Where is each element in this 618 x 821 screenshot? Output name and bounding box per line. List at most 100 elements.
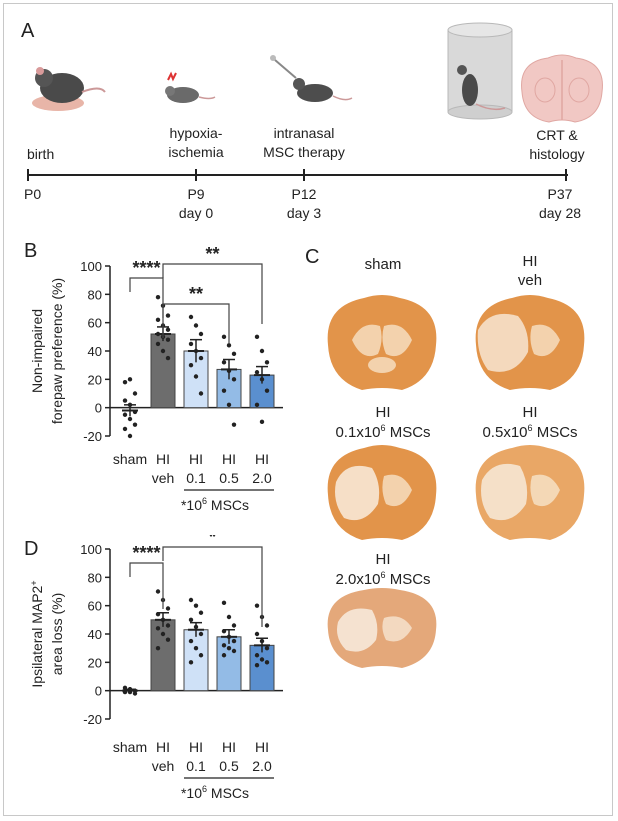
data-point: [221, 643, 227, 648]
unit-note-main: *10: [181, 785, 202, 801]
brain-label-01-2: 0.1x106 MSCs: [335, 423, 431, 441]
event-msc-line1: intranasal: [273, 125, 335, 141]
x-category-label: HI: [222, 451, 236, 467]
y-axis-label-line2: area loss (%): [49, 593, 65, 675]
data-point: [231, 648, 237, 654]
data-point: [188, 314, 194, 320]
data-point: [221, 628, 227, 634]
brain-label-hi-veh-1: HI: [522, 253, 538, 270]
data-point: [254, 334, 260, 340]
figure-frame: [3, 3, 613, 816]
data-point: [226, 402, 232, 408]
data-point: [226, 614, 232, 620]
panel-label-a: A: [21, 20, 35, 42]
data-point: [226, 645, 232, 651]
data-point: [259, 419, 265, 425]
brain-label-01-1: HI: [375, 404, 391, 421]
y-tick-label: 100: [80, 542, 102, 557]
x-category-label: HI: [189, 739, 203, 755]
data-point: [254, 402, 260, 408]
y-tick-label: 80: [88, 570, 102, 585]
x-sublabel: 0.5: [219, 758, 239, 774]
event-crt-line1: CRT &: [536, 127, 578, 143]
data-point: [188, 362, 194, 368]
timeline-axis: [27, 169, 568, 181]
data-point: [155, 611, 161, 617]
data-point: [188, 341, 194, 347]
unit-note: *106 MSCs: [181, 784, 249, 801]
x-sublabel: 0.5: [219, 470, 239, 486]
data-point: [193, 645, 199, 651]
data-point: [198, 331, 204, 337]
data-point: [122, 398, 128, 403]
x-category-label: HI: [255, 451, 269, 467]
x-sublabel: 0.1: [186, 470, 206, 486]
y-axis-label-line1: Ipsilateral MAP2+: [29, 580, 45, 687]
data-point: [198, 391, 204, 396]
significance-stars: ****: [132, 258, 160, 278]
y-axis-label-line2: forepaw preference (%): [49, 278, 65, 424]
x-category-label: HI: [222, 739, 236, 755]
data-point: [254, 603, 260, 608]
y-tick-label: 80: [88, 287, 102, 302]
timeline-illustrations: [27, 22, 603, 181]
bar: [150, 619, 176, 692]
data-point: [122, 426, 128, 432]
x-category-label: sham: [113, 451, 147, 467]
unit-note-sup: 6: [202, 784, 207, 794]
data-point: [122, 412, 128, 417]
brain-label-hi-veh-2: veh: [517, 272, 543, 289]
timepoint-day3: day 3: [286, 205, 322, 221]
data-point: [264, 360, 270, 365]
significance-stars: ****: [132, 543, 160, 563]
brain-sham-image: [327, 295, 437, 390]
data-point: [231, 623, 237, 628]
brain-hi-veh-image: [475, 295, 585, 390]
significance-stars: **: [205, 244, 219, 264]
data-point: [122, 379, 128, 385]
data-point: [188, 638, 194, 644]
y-tick-label: 60: [88, 599, 102, 614]
data-point: [165, 327, 171, 332]
event-crt-line2: histology: [529, 146, 585, 162]
significance-stars: **: [189, 284, 203, 304]
data-point: [198, 653, 204, 658]
brain-label-20-2: 2.0x106 MSCs: [335, 570, 431, 588]
y-axis-label-sup: +: [29, 580, 39, 585]
data-point: [155, 331, 161, 337]
data-point: [259, 657, 265, 662]
timepoint-p12: P12: [291, 186, 317, 202]
data-point: [127, 687, 133, 692]
data-point: [198, 610, 204, 615]
x-sublabel: veh: [152, 758, 175, 774]
brain-label-05-1: HI: [522, 404, 538, 421]
timepoint-day0: day 0: [178, 205, 214, 221]
data-point: [254, 653, 260, 658]
unit-note-tail: MSCs: [207, 497, 249, 513]
data-point: [221, 653, 227, 658]
data-point: [122, 689, 128, 695]
data-point: [193, 323, 199, 328]
data-point: [226, 634, 232, 640]
event-birth: birth: [27, 146, 55, 162]
data-point: [231, 422, 237, 427]
data-point: [193, 603, 199, 608]
y-tick-label: -20: [83, 712, 102, 727]
x-sublabel: 2.0: [252, 470, 272, 486]
brain-sections: [327, 295, 585, 668]
data-point: [264, 388, 270, 393]
timepoint-p0: P0: [24, 186, 42, 202]
y-tick-label: 40: [88, 344, 102, 359]
data-point: [155, 589, 161, 594]
unit-note-tail: MSCs: [207, 785, 249, 801]
x-category-label: sham: [113, 739, 147, 755]
data-point: [155, 294, 161, 300]
data-point: [165, 355, 171, 361]
data-point: [198, 355, 204, 361]
pipette-mouse-icon: [270, 55, 353, 102]
data-point: [226, 343, 232, 348]
data-point: [165, 637, 171, 642]
data-point: [155, 645, 161, 651]
x-sublabel: 0.1: [186, 758, 206, 774]
data-point: [132, 422, 138, 427]
